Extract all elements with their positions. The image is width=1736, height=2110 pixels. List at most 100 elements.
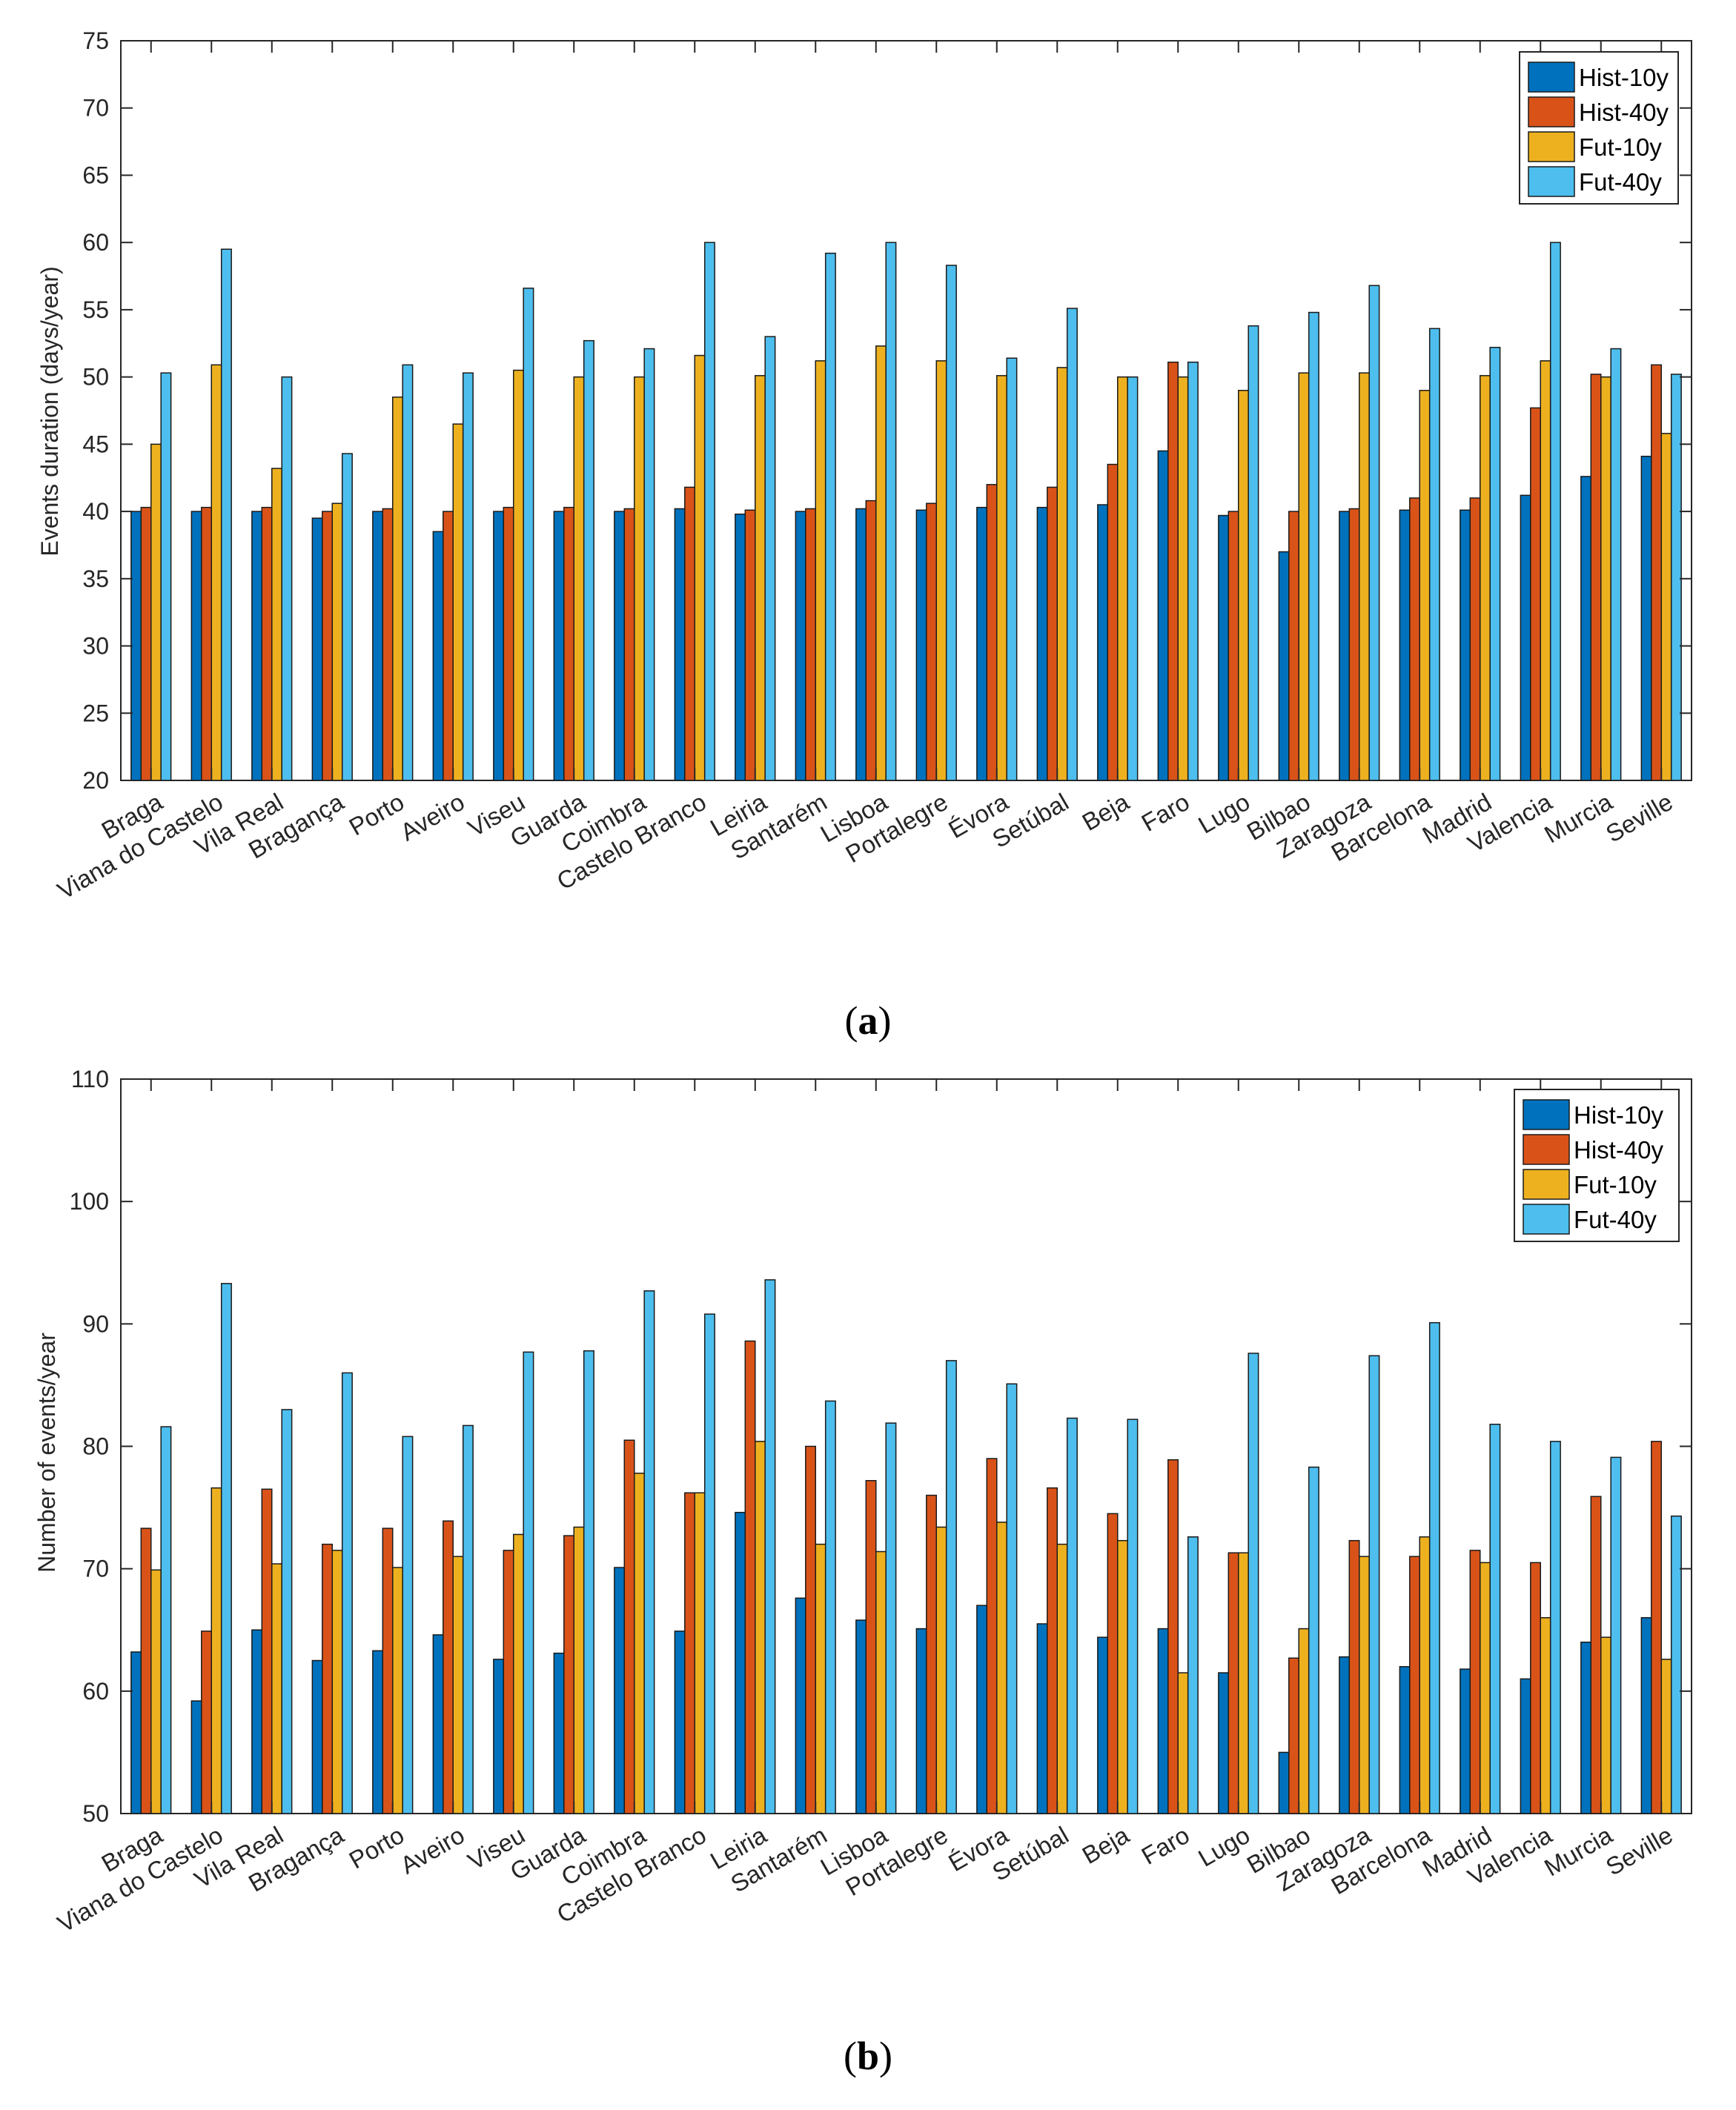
panel-b-bar-fut-10y-seville: [1660, 1659, 1672, 1814]
panel-a-bar-fut-10y-viana-do-castelo: [211, 364, 222, 781]
panel-a-bar-fut-40y-seville: [1670, 374, 1682, 781]
panel-b-bar-hist-40y-leiria: [744, 1340, 756, 1814]
panel-b-legend-label-fut-10y: Fut-10y: [1574, 1171, 1657, 1198]
panel-b-bar-hist-10y-braga: [130, 1651, 142, 1814]
panel-a-legend-swatch-hist-40y: [1528, 96, 1575, 127]
panel-a-y-tick-label: 50: [82, 364, 109, 391]
panel-a-y-tick-label: 55: [82, 296, 109, 323]
panel-b-bar-hist-10y-seville: [1640, 1616, 1652, 1814]
panel-a-bar-fut-10y-lisboa: [875, 345, 887, 781]
panel-b-legend-label-hist-40y: Hist-40y: [1574, 1136, 1664, 1164]
panel-b-bar-fut-40y-leiria: [764, 1279, 776, 1814]
panel-a-bar-fut-40y-porto: [402, 364, 414, 781]
panel-b-bar-fut-40y-faro: [1187, 1536, 1199, 1814]
panel-a-legend-label-fut-40y: Fut-40y: [1579, 168, 1662, 196]
panel-b-bar-fut-40y-coimbra: [643, 1290, 655, 1814]
panel-b-bar-fut-40y-vila-real: [281, 1409, 293, 1814]
panel-a-bar-fut-40y-viseu: [523, 288, 534, 781]
panel-a-bar-fut-40y-castelo-branco: [703, 242, 715, 781]
panel-a-bar-fut-10y-leiria: [755, 375, 766, 781]
panel-a-bar-hist-10y-aveiro: [432, 531, 444, 781]
panel-a-bar-hist-10y-murcia: [1580, 476, 1592, 781]
panel-a-bar-fut-40y-santarem: [824, 252, 836, 781]
panel-b-bar-hist-40y-castelo-branco: [684, 1492, 695, 1814]
panel-a-legend: Hist-10y Hist-40y Fut-10y Fut-40y: [1519, 51, 1679, 205]
panel-a-bar-hist-10y-bilbao: [1278, 551, 1290, 781]
panel-a-bar-hist-40y-coimbra: [623, 508, 635, 781]
panel-a-bar-fut-40y-zaragoza: [1368, 285, 1380, 781]
panel-a-y-tick-label: 60: [82, 229, 109, 256]
panel-b-bar-fut-10y-barcelona: [1419, 1536, 1431, 1814]
panel-a-bar-hist-10y-guarda: [553, 511, 565, 781]
panel-b-bar-hist-10y-zaragoza: [1339, 1656, 1351, 1814]
panel-b-bar-fut-40y-setubal: [1066, 1417, 1078, 1814]
panel-a-bar-fut-10y-coimbra: [634, 376, 645, 781]
panel-a-x-label-faro: Faro: [1136, 788, 1193, 837]
panel-a-bar-fut-40y-evora: [1006, 357, 1018, 781]
panel-b-bar-fut-40y-valencia: [1549, 1441, 1561, 1814]
panel-b-bar-fut-10y-evora: [996, 1522, 1007, 1814]
panel-b-bar-hist-40y-braga: [140, 1527, 152, 1814]
panel-a-x-label-aveiro: Aveiro: [396, 788, 469, 846]
panel-b-x-label-beja: Beja: [1078, 1821, 1134, 1869]
panel-b-bar-fut-10y-lugo: [1238, 1552, 1249, 1814]
panel-a-bar-hist-40y-porto: [382, 508, 394, 781]
panel-b-bar-hist-40y-viseu: [503, 1550, 514, 1814]
panel-a-bar-hist-40y-portalegre: [926, 502, 938, 781]
panel-a-bar-fut-40y-valencia: [1549, 242, 1561, 781]
panel-b-x-label-aveiro: Aveiro: [396, 1821, 469, 1880]
panel-b-bar-hist-10y-evora: [976, 1605, 988, 1814]
panel-b-bar-hist-40y-aveiro: [443, 1520, 454, 1814]
panel-a-bar-fut-10y-castelo-branco: [694, 354, 706, 781]
panel-b-legend-label-hist-10y: Hist-10y: [1574, 1101, 1664, 1129]
panel-a-legend-label-hist-40y: Hist-40y: [1579, 99, 1669, 126]
panel-b-bar-fut-10y-zaragoza: [1359, 1556, 1370, 1814]
panel-b-bar-hist-10y-aveiro: [432, 1634, 444, 1814]
panel-b-bar-hist-10y-madrid: [1460, 1668, 1471, 1814]
panel-b-bar-fut-40y-zaragoza: [1368, 1355, 1380, 1814]
panel-a-bar-fut-10y-braga: [150, 443, 162, 781]
panel-b-bar-hist-10y-vila-real: [251, 1629, 263, 1814]
panel-b-x-label-faro: Faro: [1136, 1821, 1193, 1870]
panel-a-legend-swatch-fut-10y: [1528, 131, 1575, 162]
panel-b-bar-fut-10y-castelo-branco: [694, 1492, 706, 1814]
panel-b-bar-hist-10y-setubal: [1036, 1623, 1048, 1814]
panel-b-bar-fut-10y-santarem: [815, 1543, 826, 1814]
panel-a-x-label-beja: Beja: [1078, 788, 1134, 836]
panel-b-bar-fut-40y-beja: [1127, 1419, 1139, 1814]
panel-a-bar-fut-10y-faro: [1177, 376, 1189, 781]
panel-a-y-tick-label: 75: [82, 27, 109, 54]
panel-a-bar-fut-40y-guarda: [583, 339, 594, 781]
panel-b-bar-hist-40y-murcia: [1590, 1496, 1602, 1814]
panel-b-y-tick-label: 90: [82, 1310, 109, 1337]
panel-a-legend-swatch-hist-10y: [1528, 62, 1575, 93]
panel-b-bar-hist-40y-zaragoza: [1348, 1539, 1360, 1814]
panel-a-bar-hist-40y-zaragoza: [1348, 508, 1360, 781]
panel-b-bar-hist-10y-portalegre: [915, 1628, 927, 1814]
panel-a-label: (a): [845, 998, 892, 1043]
panel-b-bar-fut-10y-murcia: [1600, 1636, 1611, 1814]
panel-b-bar-hist-40y-valencia: [1530, 1562, 1542, 1814]
panel-a-bar-hist-10y-evora: [976, 506, 988, 781]
panel-a-bar-fut-40y-faro: [1187, 361, 1199, 781]
panel-b-bar-hist-10y-valencia: [1520, 1678, 1531, 1814]
panel-a-bar-hist-40y-seville: [1651, 364, 1663, 781]
panel-b-bar-fut-10y-madrid: [1480, 1562, 1491, 1814]
panel-a-bar-hist-10y-santarem: [795, 511, 806, 781]
panel-a-bar-fut-40y-lisboa: [885, 242, 897, 781]
panel-a-bar-hist-40y-bilbao: [1288, 511, 1300, 781]
panel-b-bar-hist-40y-viana-do-castelo: [201, 1630, 212, 1814]
panel-a-bar-hist-40y-santarem: [805, 508, 817, 781]
panel-a-bar-hist-10y-portalegre: [915, 509, 927, 781]
panel-a-bar-hist-40y-evora: [986, 484, 998, 781]
panel-b-bar-fut-10y-braga: [150, 1569, 162, 1814]
panel-b-bar-hist-40y-santarem: [805, 1445, 817, 1814]
panel-b-bar-fut-40y-seville: [1670, 1515, 1682, 1814]
panel-b-bar-hist-40y-seville: [1651, 1441, 1663, 1814]
panel-b-y-tick-label: 80: [82, 1433, 109, 1460]
panel-b-bar-hist-10y-porto: [372, 1650, 384, 1814]
panel-b-bar-fut-10y-aveiro: [452, 1556, 464, 1814]
panel-a-bar-fut-10y-lugo: [1238, 390, 1249, 781]
panel-b-bar-fut-40y-braganca: [341, 1372, 353, 1814]
